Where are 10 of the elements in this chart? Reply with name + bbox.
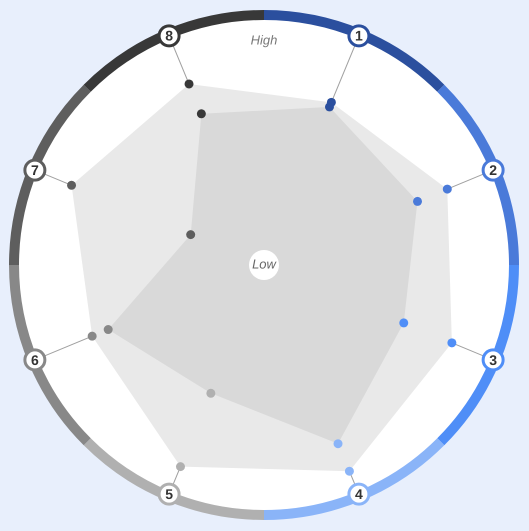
text: Low [252,256,278,272]
spoke-label: 2 [489,162,498,178]
spoke-label: 5 [165,486,174,502]
spoke-label: 1 [355,28,364,44]
spoke-label: 7 [30,162,39,178]
spoke-label: 6 [30,352,39,368]
spoke-label: 3 [489,352,498,368]
spoke-label: 8 [165,28,174,44]
spoke-label: 4 [355,486,364,502]
text: High [250,32,278,48]
